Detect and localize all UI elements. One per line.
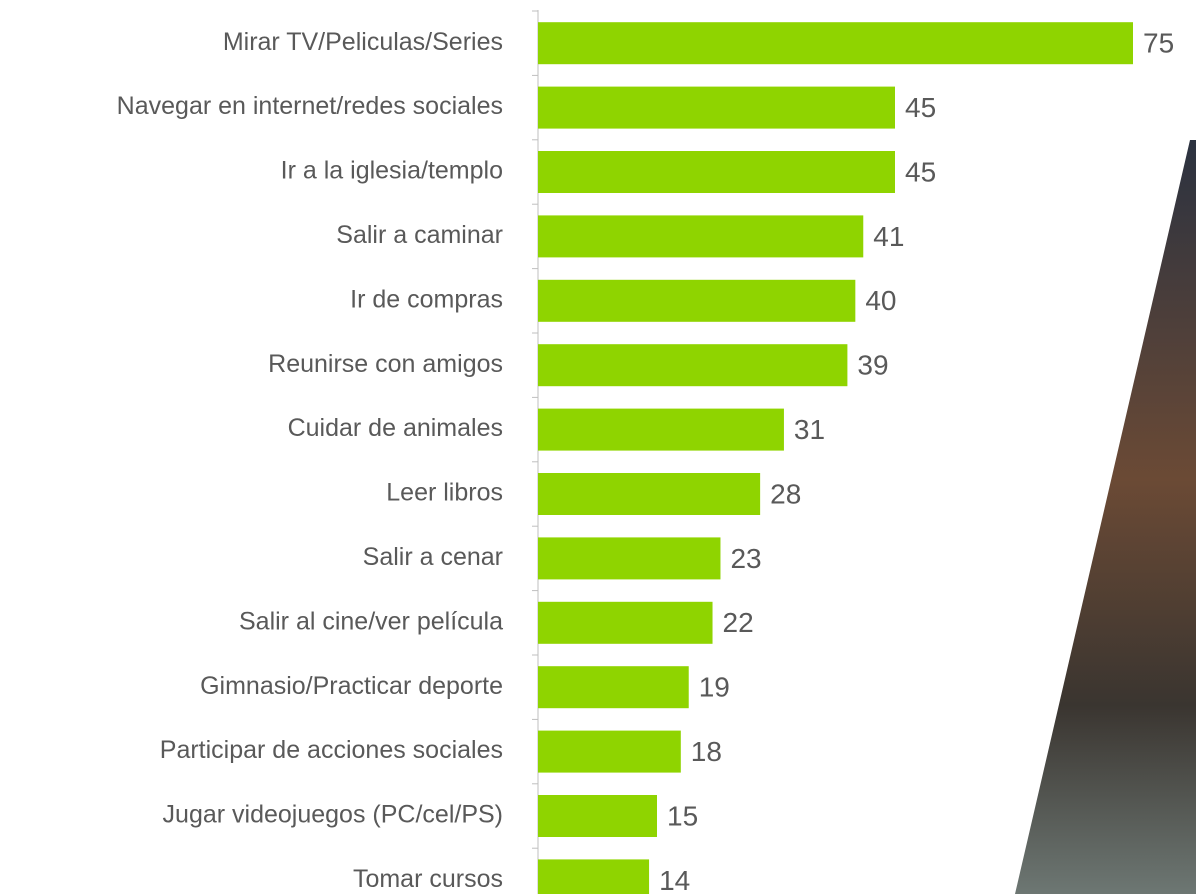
y-tick-label: Cuidar de animales [288,414,503,442]
bar [538,280,855,322]
value-label: 22 [723,607,754,638]
y-tick-label: Navegar en internet/redes sociales [117,92,503,120]
value-label: 39 [857,350,888,381]
value-label: 18 [691,736,722,767]
y-tick-label: Participar de acciones sociales [160,736,503,764]
bar [538,87,895,129]
y-tick-label: Ir de compras [350,285,503,313]
y-tick-label: Salir a caminar [336,221,503,249]
bar [538,731,681,773]
y-tick-label: Mirar TV/Peliculas/Series [223,28,503,56]
value-label: 45 [905,156,936,187]
y-tick-label: Reunirse con amigos [268,350,503,378]
value-label: 28 [770,478,801,509]
y-tick-label: Salir al cine/ver película [239,607,503,635]
value-label: 31 [794,414,825,445]
bar [538,344,847,386]
value-label: 45 [905,92,936,123]
y-tick-label: Jugar videojuegos (PC/cel/PS) [163,801,503,829]
y-tick-label: Tomar cursos [353,865,503,893]
bar [538,666,689,708]
chart: Mirar TV/Peliculas/Series 75 Navegar en in… [0,0,1196,894]
y-tick-label: Salir a cenar [363,543,503,571]
value-label: 40 [865,285,896,316]
bar [538,409,784,451]
y-tick-label: Ir a la iglesia/templo [281,157,503,185]
bar [538,537,720,579]
bar [538,473,760,515]
value-label: 19 [699,672,730,703]
photo [1015,140,1196,894]
y-tick-label: Leer libros [386,479,503,507]
bar [538,859,649,894]
bar [538,795,657,837]
bar [538,151,895,193]
bar [538,215,863,257]
value-label: 23 [730,543,761,574]
value-label: 14 [659,865,690,894]
value-label: 15 [667,800,698,831]
value-label: 75 [1143,28,1174,59]
y-tick-label: Gimnasio/Practicar deporte [200,672,503,700]
bar [538,602,713,644]
value-label: 41 [873,221,904,252]
bar [538,22,1133,64]
